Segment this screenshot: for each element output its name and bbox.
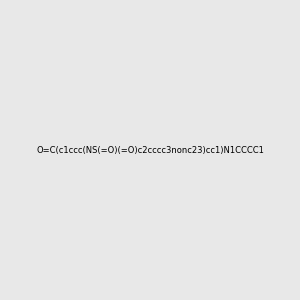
Text: O=C(c1ccc(NS(=O)(=O)c2cccc3nonc23)cc1)N1CCCC1: O=C(c1ccc(NS(=O)(=O)c2cccc3nonc23)cc1)N1… [36,146,264,154]
